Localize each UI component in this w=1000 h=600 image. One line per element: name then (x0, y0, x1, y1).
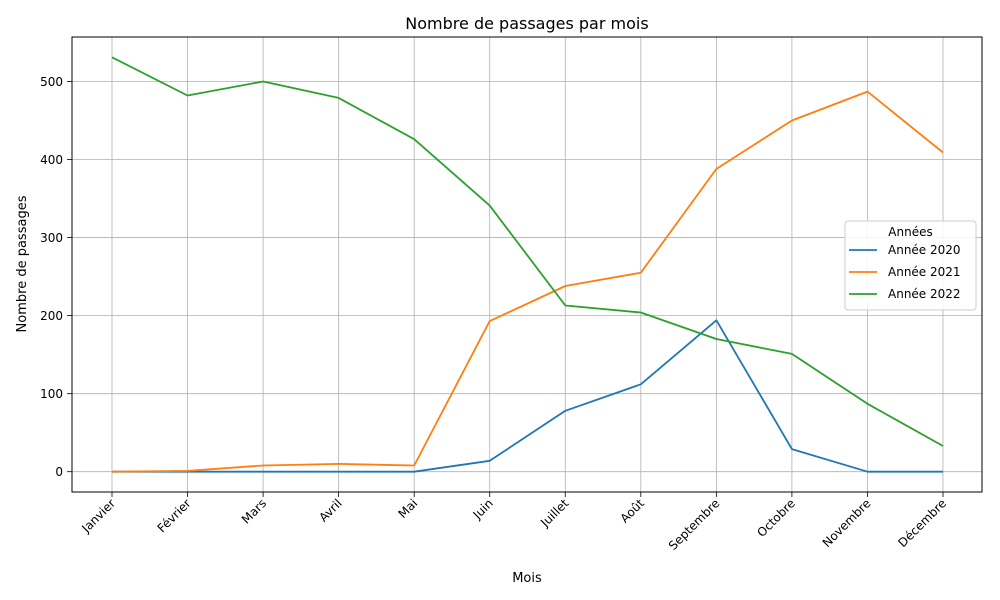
y-axis: 0 100 200 300 400 500 (40, 75, 72, 479)
x-tick-label: Décembre (895, 496, 949, 550)
x-axis: Janvier Février Mars Avril Mai Juin Juillet Aoû… (78, 492, 949, 553)
x-tick-label: Août (617, 496, 647, 526)
y-tick-label: 0 (55, 465, 63, 479)
legend-title: Années (888, 225, 932, 239)
legend-box (844, 220, 977, 311)
x-tick-label: Juillet (537, 496, 571, 530)
y-tick-label: 400 (40, 153, 63, 167)
x-tick-label: Mars (239, 496, 269, 526)
plot-area-frame (71, 36, 983, 493)
x-axis-label: Mois (512, 571, 542, 586)
series-line (112, 319, 943, 473)
chart-title: Nombre de passages par mois (405, 14, 648, 33)
x-tick-label: Octobre (754, 496, 798, 540)
legend-label: Année 2021 (888, 265, 961, 279)
x-tick-label: Septembre (666, 496, 723, 553)
x-tick-label: Avril (316, 496, 344, 524)
legend-label: Année 2022 (888, 287, 961, 301)
y-tick-label: 300 (40, 231, 63, 245)
y-tick-label: 200 (40, 309, 63, 323)
y-tick-label: 500 (40, 75, 63, 89)
y-axis-label: Nombre de passages (15, 195, 30, 332)
x-tick-label: Juin (470, 496, 496, 522)
x-tick-label: Janvier (78, 496, 118, 536)
legend-label: Année 2020 (888, 243, 961, 257)
x-tick-label: Mai (396, 496, 421, 521)
legend: Années Année 2020 Année 2021 Année 2022 (844, 220, 977, 311)
grid (72, 37, 982, 492)
x-tick-label: Novembre (820, 496, 874, 550)
x-tick-label: Février (155, 496, 194, 535)
y-tick-label: 100 (40, 387, 63, 401)
series-line (111, 56, 944, 447)
series-lines (111, 56, 944, 473)
series-line (111, 90, 944, 473)
